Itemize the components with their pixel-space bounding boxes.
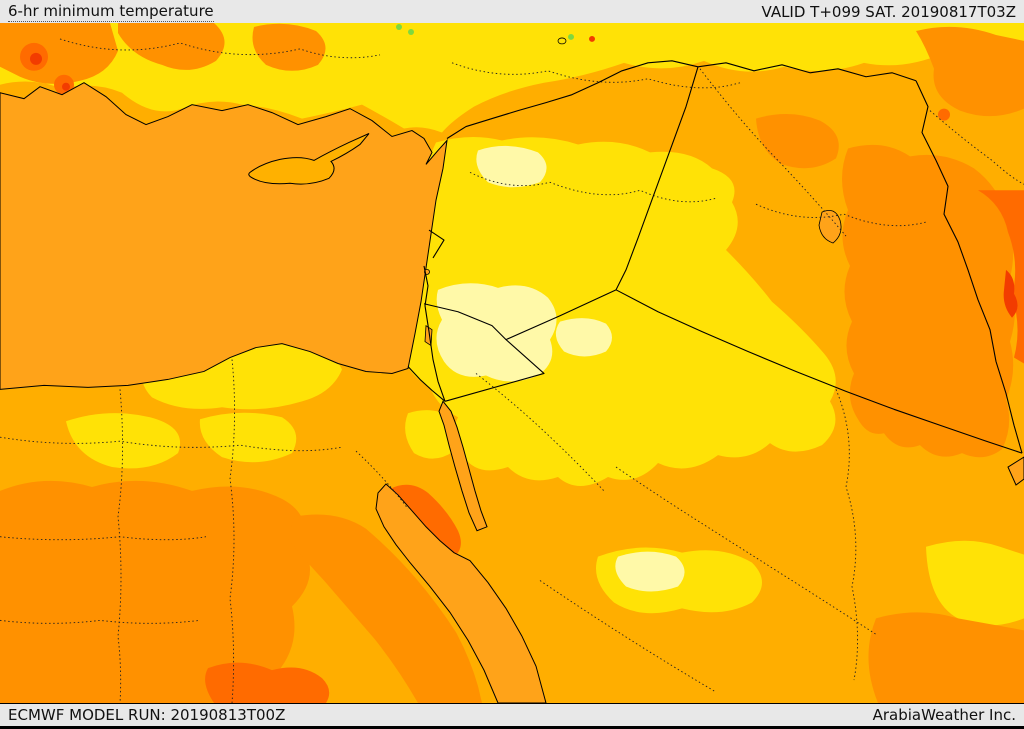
model-run-label: ECMWF MODEL RUN: 20190813T00Z [8, 706, 286, 724]
admin-boundaries [0, 38, 1024, 703]
cyprus-island [248, 133, 370, 185]
temperature-shading [0, 23, 1024, 703]
lake-tharthar [818, 210, 842, 244]
jordan-valley-border [423, 265, 446, 402]
header-bar: 6-hr minimum temperature VALID T+099 SAT… [0, 0, 1024, 23]
weather-map [0, 23, 1024, 703]
iran-border [915, 80, 1023, 454]
valid-time-label: VALID T+099 SAT. 20190817T03Z [761, 2, 1016, 21]
turkey-border [446, 60, 917, 139]
syria-iraq-border [615, 66, 699, 291]
footer-bar: ECMWF MODEL RUN: 20190813T00Z ArabiaWeat… [0, 703, 1024, 729]
page-title: 6-hr minimum temperature [8, 1, 214, 22]
iraq-saudi-border [615, 289, 1023, 454]
middle-east-min-temp-map [0, 23, 1024, 703]
lebanon-border [428, 229, 445, 259]
gulf-of-aqaba [438, 400, 488, 532]
persian-gulf [1007, 456, 1024, 486]
mediterranean-sea [0, 82, 448, 390]
country-borders [407, 60, 1023, 454]
turkish-lake [557, 37, 567, 45]
red-sea [375, 483, 547, 703]
egypt-israel-border [407, 366, 446, 402]
attribution-label: ArabiaWeather Inc. [872, 706, 1016, 724]
syria-jordan-border [423, 303, 507, 340]
